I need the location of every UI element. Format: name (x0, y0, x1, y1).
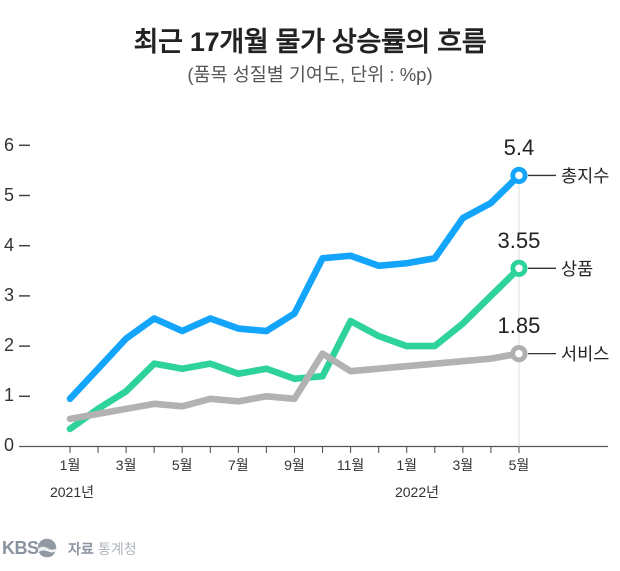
svg-text:2021년: 2021년 (50, 484, 94, 500)
svg-text:총지수: 총지수 (561, 166, 609, 186)
svg-text:5: 5 (4, 185, 14, 205)
svg-text:1.85: 1.85 (498, 313, 541, 338)
svg-text:0: 0 (4, 435, 14, 455)
svg-text:4: 4 (4, 235, 14, 255)
svg-text:2022년: 2022년 (395, 484, 439, 500)
svg-text:3.55: 3.55 (498, 228, 541, 253)
svg-text:3: 3 (4, 285, 14, 305)
svg-text:5.4: 5.4 (504, 135, 535, 160)
svg-text:상품: 상품 (561, 259, 593, 279)
svg-text:9월: 9월 (284, 457, 305, 473)
svg-text:3월: 3월 (116, 457, 137, 473)
svg-text:1: 1 (4, 385, 14, 405)
svg-text:1월: 1월 (396, 457, 417, 473)
svg-text:6: 6 (4, 135, 14, 155)
svg-text:7월: 7월 (228, 457, 249, 473)
svg-text:서비스: 서비스 (561, 344, 609, 364)
svg-text:2: 2 (4, 335, 14, 355)
svg-text:5월: 5월 (509, 457, 530, 473)
svg-text:1월: 1월 (60, 457, 81, 473)
svg-text:11월: 11월 (337, 457, 364, 473)
svg-text:자료: 자료 (68, 541, 94, 557)
svg-text:5월: 5월 (172, 457, 193, 473)
svg-text:통계청: 통계청 (98, 541, 137, 557)
svg-text:KBS: KBS (2, 538, 39, 558)
svg-text:3월: 3월 (453, 457, 474, 473)
